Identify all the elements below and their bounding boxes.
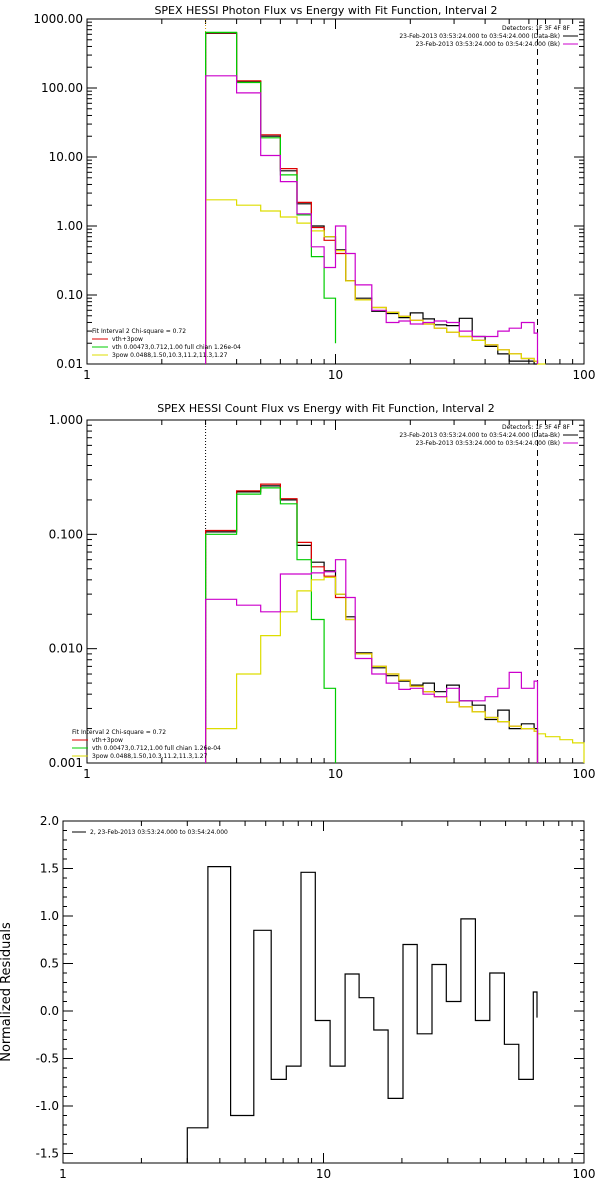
photon-flux-fit-info: Fit Interval 2 Chi-square = 0.72 xyxy=(92,328,186,335)
residuals-x-tick-label: 100 xyxy=(573,1167,596,1181)
residuals-y-tick-label: 1.0 xyxy=(40,909,59,923)
count-flux-legend-bottom-left: Fit Interval 2 Chi-square = 0.72 vth+3po… xyxy=(72,729,221,760)
count-flux-y-tick-label: 0.001 xyxy=(49,756,83,770)
residuals-legend-entry: 2, 23-Feb-2013 03:53:24.000 to 03:54:24.… xyxy=(90,829,228,836)
residuals-y-tick-label: 0.0 xyxy=(40,1004,59,1018)
count-flux-legend-3pow: 3pow 0.0488,1.50,10.3,11.2,11.3,1.27 xyxy=(92,753,208,760)
photon-flux-y-tick-label: 0.01 xyxy=(56,357,83,371)
residuals-series-residuals xyxy=(186,866,538,1163)
photon-flux-ticks: 1 10 100 0.01 0.10 1.00 10.00 100.00 1000.00 xyxy=(33,12,595,382)
count-flux-series-vth xyxy=(205,487,337,763)
photon-flux-series-3pow xyxy=(205,199,546,365)
count-flux-x-tick-label: 10 xyxy=(328,767,343,781)
count-flux-series-bk xyxy=(205,559,539,763)
photon-flux-legend-entry-data: 23-Feb-2013 03:53:24.000 to 03:54:24.000… xyxy=(399,33,560,40)
photon-flux-legend-bottom-left: Fit Interval 2 Chi-square = 0.72 vth+3po… xyxy=(92,328,241,359)
photon-flux-legend-vth3pow: vth+3pow xyxy=(112,336,143,343)
photon-flux-y-tick-label: 0.10 xyxy=(56,288,83,302)
residuals-x-tick-label: 1 xyxy=(59,1167,67,1181)
residuals-y-tick-label: 1.5 xyxy=(40,862,59,876)
count-flux-panel: SPEX HESSI Count Flux vs Energy with Fit… xyxy=(49,402,596,781)
residuals-x-tick-label: 10 xyxy=(316,1167,331,1181)
count-flux-y-tick-label: 1.000 xyxy=(49,413,83,427)
count-flux-legend-top-right: Detectors: 1F 3F 4F 8F 23-Feb-2013 03:53… xyxy=(399,424,578,447)
residuals-ticks: 1 10 100 -1.5 -1.0 -0.5 0.0 0.5 1.0 1.5 2.0 xyxy=(36,814,596,1181)
residuals-y-tick-label: 0.5 xyxy=(40,957,59,971)
photon-flux-legend-entry-bk: 23-Feb-2013 03:53:24.000 to 03:54:24.000… xyxy=(416,41,560,48)
photon-flux-y-tick-label: 1000.00 xyxy=(33,12,83,26)
photon-flux-y-tick-label: 10.00 xyxy=(49,150,83,164)
count-flux-legend-vth: vth 0.00473,0.712,1.00 full chian 1.26e-… xyxy=(92,745,221,752)
residuals-series xyxy=(186,866,538,1163)
photon-flux-x-tick-label: 10 xyxy=(328,368,343,382)
photon-flux-series-data-bk xyxy=(205,32,538,365)
photon-flux-series xyxy=(205,31,546,365)
count-flux-series xyxy=(205,483,585,763)
residuals-ylabel: Normalized Residuals xyxy=(0,922,14,1062)
residuals-y-tick-label: -1.0 xyxy=(36,1099,59,1113)
photon-flux-panel: SPEX HESSI Photon Flux vs Energy with Fi… xyxy=(33,4,595,382)
count-flux-legend-entry-bk: 23-Feb-2013 03:53:24.000 to 03:54:24.000… xyxy=(416,440,560,447)
count-flux-x-tick-label: 1 xyxy=(83,767,91,781)
residuals-y-tick-label: -0.5 xyxy=(36,1052,59,1066)
photon-flux-series-bk xyxy=(205,75,539,364)
photon-flux-detectors-label: Detectors: 1F 3F 4F 8F xyxy=(502,25,571,32)
residuals-y-tick-label: -1.5 xyxy=(36,1147,59,1161)
photon-flux-legend-vth: vth 0.00473,0.712,1.00 full chian 1.26e-… xyxy=(112,344,241,351)
count-flux-title: SPEX HESSI Count Flux vs Energy with Fit… xyxy=(157,402,494,415)
count-flux-y-tick-label: 0.010 xyxy=(49,642,83,656)
count-flux-x-tick-label: 100 xyxy=(573,767,596,781)
photon-flux-title: SPEX HESSI Photon Flux vs Energy with Fi… xyxy=(154,4,497,17)
photon-flux-y-tick-label: 100.00 xyxy=(41,81,83,95)
photon-flux-series-vth xyxy=(205,31,337,364)
count-flux-legend-vth3pow: vth+3pow xyxy=(92,737,123,744)
photon-flux-legend-top-right: Detectors: 1F 3F 4F 8F 23-Feb-2013 03:53… xyxy=(399,25,578,48)
photon-flux-x-tick-label: 1 xyxy=(83,368,91,382)
photon-flux-x-tick-label: 100 xyxy=(573,368,596,382)
residuals-y-tick-label: 2.0 xyxy=(40,814,59,828)
count-flux-detectors-label: Detectors: 1F 3F 4F 8F xyxy=(502,424,571,431)
count-flux-fit-info: Fit Interval 2 Chi-square = 0.72 xyxy=(72,729,166,736)
photon-flux-legend-3pow: 3pow 0.0488,1.50,10.3,11.2,11.3,1.27 xyxy=(112,352,228,359)
photon-flux-y-tick-label: 1.00 xyxy=(56,219,83,233)
count-flux-legend-entry-data: 23-Feb-2013 03:53:24.000 to 03:54:24.000… xyxy=(399,432,560,439)
residuals-legend: 2, 23-Feb-2013 03:53:24.000 to 03:54:24.… xyxy=(72,829,228,836)
count-flux-y-tick-label: 0.100 xyxy=(49,527,83,541)
residuals-panel: Normalized Residuals 1 10 100 -1.5 -1.0 -0.5 0… xyxy=(0,814,595,1181)
